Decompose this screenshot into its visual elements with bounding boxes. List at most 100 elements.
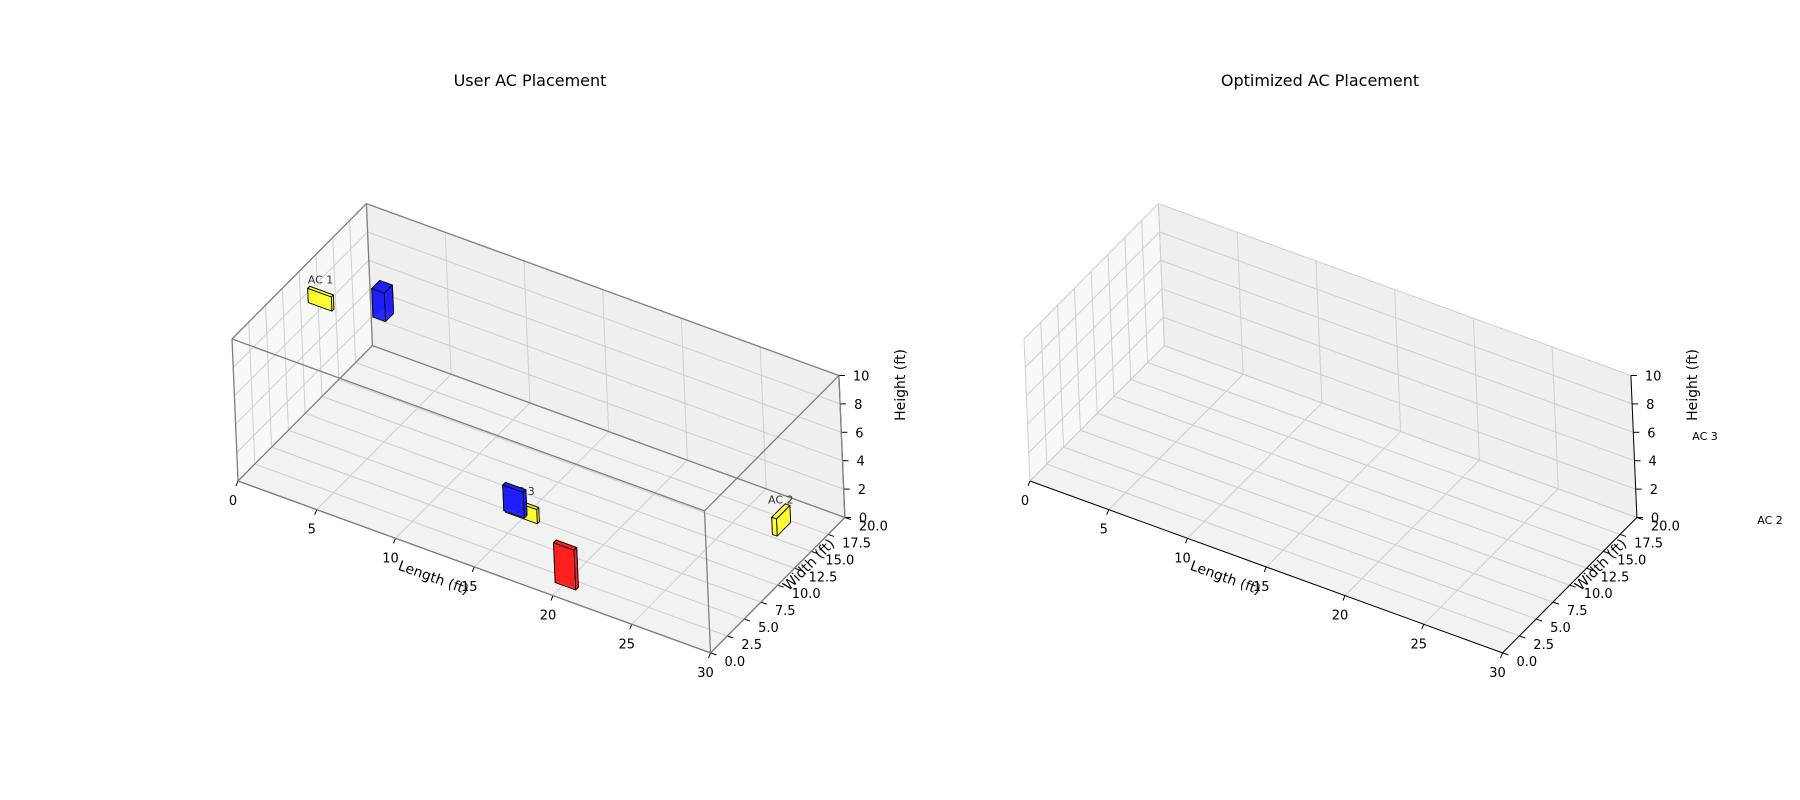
- room-outline-edge: [231, 203, 367, 340]
- y-tick-label: 2.5: [741, 638, 762, 653]
- room-outline-edge: [703, 510, 712, 653]
- x-tick-label: 0: [1021, 494, 1029, 509]
- grid-line: [1107, 254, 1115, 397]
- x-tick-mark: [314, 509, 318, 515]
- box-face: [502, 484, 525, 519]
- x-tick-mark: [1421, 624, 1425, 630]
- grid-line: [369, 288, 843, 462]
- grid-line: [680, 318, 688, 461]
- grid-line: [1164, 345, 1638, 518]
- x-tick-label: 0: [229, 494, 237, 509]
- x-tick-label: 25: [1410, 637, 1427, 652]
- x-tick-label: 10: [382, 551, 399, 566]
- room-outline-edge: [704, 375, 840, 512]
- grid-line: [1157, 203, 1165, 346]
- ac-label: AC 1: [308, 274, 334, 287]
- x-tick-mark: [629, 624, 633, 630]
- y-tick-label: 10.0: [792, 587, 821, 602]
- y-tick-label: 2.5: [1533, 638, 1554, 653]
- grid-line: [1472, 318, 1480, 461]
- box-face: [553, 542, 577, 591]
- grid-line: [349, 220, 357, 363]
- y-tick-mark: [827, 533, 835, 537]
- grid-line: [602, 289, 610, 432]
- y-tick-label: 0.0: [1517, 655, 1538, 670]
- grid-line: [444, 232, 452, 375]
- grid-line: [1160, 259, 1634, 433]
- grid-line: [1029, 345, 1165, 482]
- grid-line: [232, 231, 368, 368]
- y-tick-label: 15.0: [825, 553, 854, 568]
- box-face: [771, 516, 778, 537]
- grid-line: [1023, 338, 1031, 482]
- grid-line: [1097, 412, 1570, 586]
- grid-line: [759, 346, 767, 489]
- grid-line: [1073, 288, 1081, 431]
- ac-unit-0: [307, 285, 335, 312]
- grid-line: [523, 260, 531, 403]
- grid-line: [1028, 316, 1164, 453]
- grid-line: [281, 288, 289, 431]
- y-tick-label: 7.5: [1567, 604, 1588, 619]
- outside-ac-label: AC 3: [1692, 430, 1718, 443]
- grid-line: [1113, 395, 1587, 569]
- x-tick-mark: [393, 538, 396, 544]
- z-tick-label: 10: [1645, 370, 1662, 385]
- y-tick-mark: [794, 567, 801, 571]
- x-tick-label: 5: [1100, 523, 1108, 538]
- x-tick-label: 5: [308, 523, 316, 538]
- y-tick-label: 10.0: [1584, 587, 1613, 602]
- y-tick-mark: [1552, 601, 1560, 605]
- grid-line: [1158, 203, 1632, 376]
- ac-label: AC 2: [768, 493, 794, 506]
- grid-line: [1161, 288, 1635, 462]
- y-tick-mark: [1519, 635, 1526, 639]
- y-tick-mark: [1619, 533, 1627, 537]
- y-tick-label: 0.0: [725, 655, 746, 670]
- y-tick-label: 12.5: [809, 570, 838, 585]
- z-tick-label: 10: [853, 370, 870, 385]
- grid-line: [1024, 231, 1160, 368]
- z-tick-label: 2: [1650, 483, 1658, 498]
- grid-line: [368, 259, 842, 433]
- y-tick-mark: [743, 618, 751, 622]
- grid-line: [355, 362, 829, 535]
- z-axis-label: Height (ft): [893, 349, 909, 421]
- grid-line: [298, 271, 306, 414]
- z-tick-label: 8: [1646, 398, 1654, 413]
- z-tick-label: 8: [854, 398, 862, 413]
- grid-line: [1090, 271, 1098, 414]
- room-outline-edge: [710, 517, 846, 654]
- grid-line: [234, 260, 370, 397]
- box-face: [371, 288, 386, 323]
- y-tick-mark: [1535, 618, 1543, 622]
- x-tick-label: 20: [540, 609, 557, 624]
- y-tick-label: 12.5: [1601, 570, 1630, 585]
- grid-line: [1551, 346, 1559, 489]
- x-tick-mark: [1263, 566, 1267, 573]
- x-tick-mark: [550, 595, 554, 601]
- user-ac-placement-axes: 0510152025300.02.55.07.510.012.515.017.5…: [229, 71, 909, 681]
- x-tick-mark: [471, 566, 475, 573]
- box-face: [307, 287, 333, 312]
- grid-line: [1163, 316, 1636, 490]
- x-tick-mark: [1500, 652, 1503, 659]
- axes-title: User AC Placement: [454, 71, 607, 90]
- grid-line: [1063, 446, 1537, 620]
- obstacle-4: [502, 481, 528, 519]
- ac-unit-1: [771, 503, 792, 537]
- outside-ac-label: AC 2: [1757, 514, 1783, 527]
- grid-line: [265, 305, 273, 448]
- x-axis-label: Length (ft): [396, 558, 471, 598]
- z-tick-label: 6: [855, 426, 863, 441]
- grid-line: [1026, 260, 1162, 397]
- x-axis-label: Length (ft): [1188, 558, 1263, 598]
- room-outline-edge: [366, 202, 840, 377]
- z-axis-label: Height (ft): [1685, 349, 1701, 421]
- y-tick-label: 15.0: [1617, 553, 1646, 568]
- y-tick-mark: [760, 601, 768, 605]
- room-outline-edge: [838, 375, 846, 518]
- grid-line: [1159, 231, 1633, 405]
- grid-line: [1147, 362, 1621, 535]
